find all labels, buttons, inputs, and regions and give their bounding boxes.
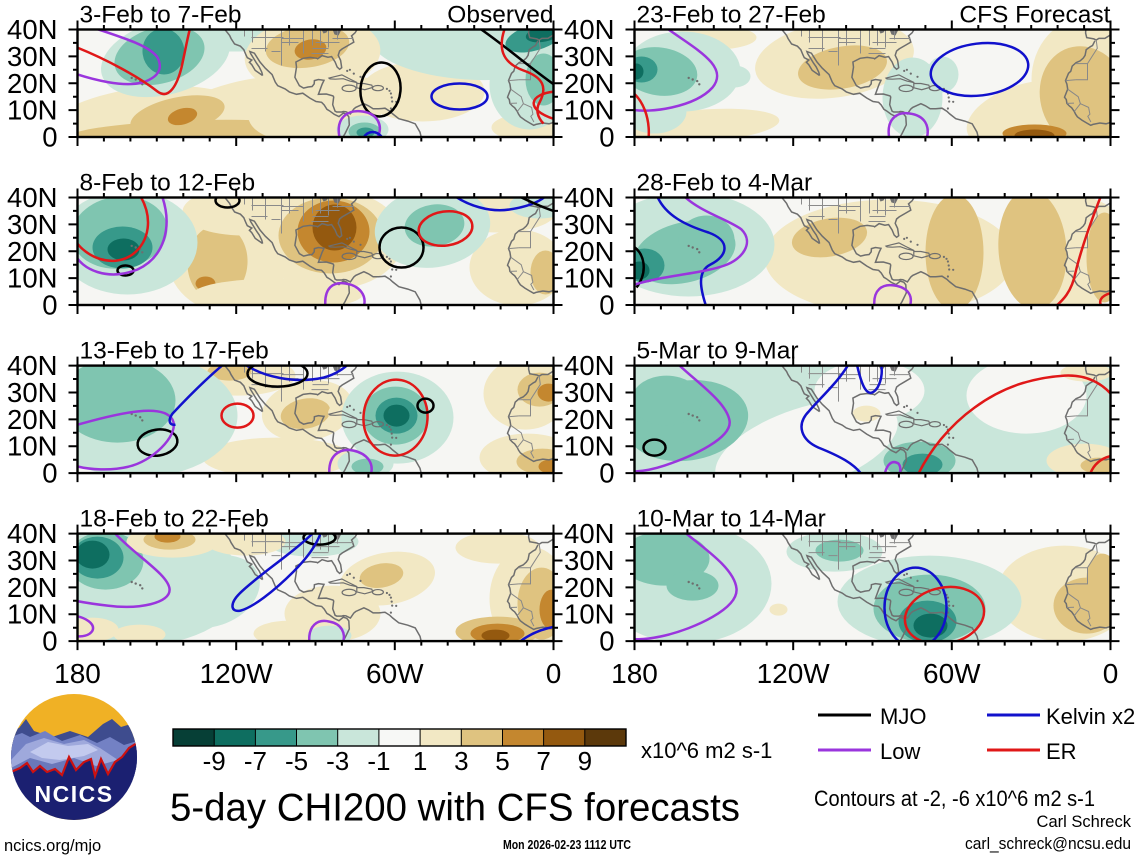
svg-text:0: 0 [599,290,614,321]
svg-text:0: 0 [42,122,57,153]
svg-text:10N: 10N [564,263,614,294]
svg-text:MJO: MJO [880,704,926,729]
svg-text:28-Feb to 4-Mar: 28-Feb to 4-Mar [637,170,813,197]
svg-text:40N: 40N [564,14,614,45]
svg-text:5-Mar to 9-Mar: 5-Mar to 9-Mar [637,338,799,365]
svg-text:60W: 60W [923,658,981,689]
svg-text:7: 7 [536,746,550,776]
svg-text:20N: 20N [7,236,57,267]
svg-text:20N: 20N [564,236,614,267]
svg-text:0: 0 [42,458,57,489]
svg-text:10N: 10N [7,599,57,630]
svg-text:30N: 30N [564,209,614,240]
svg-text:10N: 10N [564,599,614,630]
svg-text:0: 0 [599,122,614,153]
svg-text:40N: 40N [7,182,57,213]
svg-text:-5: -5 [285,746,308,776]
svg-text:30N: 30N [564,545,614,576]
svg-text:13-Feb to 17-Feb: 13-Feb to 17-Feb [80,338,269,365]
svg-text:Mon 2026-02-23 1112 UTC: Mon 2026-02-23 1112 UTC [503,838,631,852]
svg-text:40N: 40N [7,14,57,45]
svg-text:20N: 20N [7,404,57,435]
svg-text:40N: 40N [564,350,614,381]
svg-text:20N: 20N [7,68,57,99]
svg-text:30N: 30N [7,377,57,408]
svg-text:20N: 20N [7,572,57,603]
svg-text:-7: -7 [244,746,267,776]
svg-text:5: 5 [495,746,509,776]
svg-text:x10^6 m2 s-1: x10^6 m2 s-1 [641,738,772,763]
svg-text:20N: 20N [564,404,614,435]
svg-text:CFS Forecast: CFS Forecast [959,2,1110,29]
svg-text:Carl Schreck: Carl Schreck [1037,813,1132,831]
svg-text:1: 1 [413,746,427,776]
svg-text:180: 180 [611,658,658,689]
svg-text:40N: 40N [564,182,614,213]
svg-text:20N: 20N [564,68,614,99]
svg-text:0: 0 [1103,658,1119,689]
svg-text:40N: 40N [564,518,614,549]
svg-text:3: 3 [454,746,468,776]
svg-text:3-Feb to 7-Feb: 3-Feb to 7-Feb [80,2,242,29]
svg-text:30N: 30N [564,41,614,72]
svg-text:40N: 40N [7,518,57,549]
svg-text:30N: 30N [7,41,57,72]
svg-text:carl_schreck@ncsu.edu: carl_schreck@ncsu.edu [965,835,1131,853]
svg-text:23-Feb to 27-Feb: 23-Feb to 27-Feb [637,2,826,29]
svg-text:10-Mar to 14-Mar: 10-Mar to 14-Mar [637,506,826,533]
svg-text:10N: 10N [7,263,57,294]
svg-text:20N: 20N [564,572,614,603]
svg-text:0: 0 [42,290,57,321]
svg-text:Contours at -2, -6 x10^6 m2 s-: Contours at -2, -6 x10^6 m2 s-1 [814,786,1095,811]
svg-text:30N: 30N [7,545,57,576]
svg-text:Low: Low [880,739,920,764]
svg-text:0: 0 [546,658,562,689]
svg-text:18-Feb to 22-Feb: 18-Feb to 22-Feb [80,506,269,533]
svg-text:-9: -9 [203,746,226,776]
svg-text:ncics.org/mjo: ncics.org/mjo [4,837,101,855]
svg-text:-3: -3 [326,746,349,776]
svg-text:30N: 30N [564,377,614,408]
svg-text:10N: 10N [564,431,614,462]
svg-text:0: 0 [42,626,57,657]
svg-text:180: 180 [54,658,101,689]
svg-text:120W: 120W [757,658,831,689]
svg-text:30N: 30N [7,209,57,240]
svg-text:Kelvin x2: Kelvin x2 [1046,704,1135,729]
svg-text:9: 9 [578,746,592,776]
svg-text:ER: ER [1046,739,1077,764]
svg-text:10N: 10N [7,95,57,126]
svg-text:-1: -1 [367,746,390,776]
svg-text:8-Feb to 12-Feb: 8-Feb to 12-Feb [80,170,256,197]
svg-text:10N: 10N [7,431,57,462]
svg-text:40N: 40N [7,350,57,381]
svg-text:Observed: Observed [447,2,553,29]
svg-text:0: 0 [599,626,614,657]
svg-text:0: 0 [599,458,614,489]
svg-text:5-day CHI200 with CFS forecast: 5-day CHI200 with CFS forecasts [170,787,740,830]
svg-text:NCICS: NCICS [34,781,113,807]
svg-text:120W: 120W [200,658,274,689]
svg-text:60W: 60W [366,658,424,689]
svg-text:10N: 10N [564,95,614,126]
